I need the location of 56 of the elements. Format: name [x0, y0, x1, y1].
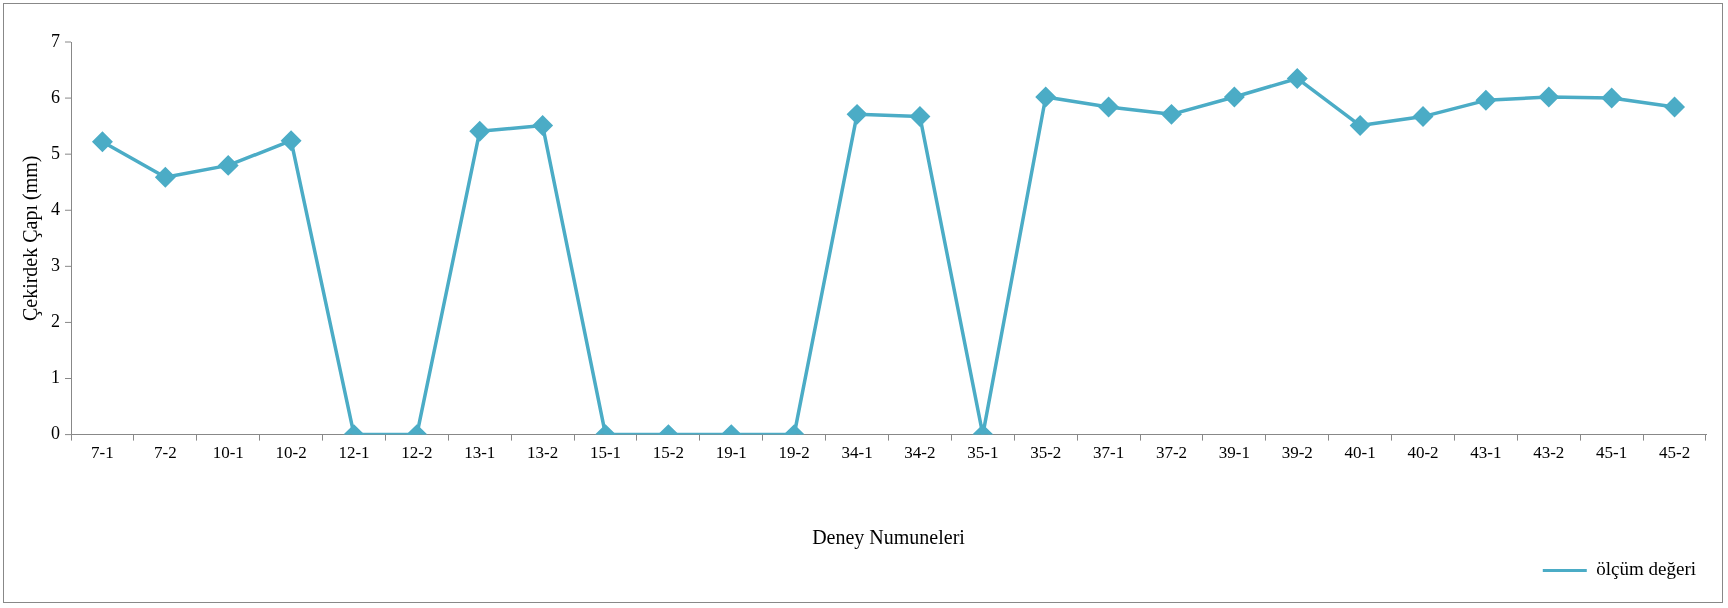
x-tick-label: 43-2	[1533, 443, 1565, 463]
x-tick-label: 40-1	[1344, 443, 1376, 463]
x-tick-label: 7-1	[91, 443, 114, 463]
x-tick-label: 40-2	[1407, 443, 1439, 463]
y-tick-label: 1	[51, 367, 60, 388]
point	[1476, 90, 1496, 111]
point	[1539, 87, 1559, 107]
x-tick-label: 39-1	[1218, 443, 1250, 463]
point	[1664, 97, 1685, 117]
y-tick-label: 7	[51, 30, 60, 51]
x-tick-label: 19-2	[778, 443, 810, 463]
point	[218, 155, 238, 176]
legend-label: ölçüm değeri	[1596, 558, 1697, 580]
point	[1413, 106, 1433, 127]
x-tick-label: 15-1	[589, 443, 622, 463]
x-tick-label: 37-2	[1155, 443, 1188, 463]
point	[910, 106, 930, 127]
point	[532, 115, 553, 136]
x-tick-label: 12-1	[338, 443, 370, 463]
x-tick-label: 13-1	[464, 443, 496, 463]
x-tick-label: 35-1	[967, 443, 999, 463]
x-tick-label: 43-1	[1470, 443, 1502, 463]
y-tick-label: 2	[51, 311, 60, 332]
point	[470, 121, 490, 141]
point	[281, 130, 301, 151]
point	[1224, 87, 1245, 107]
point	[1287, 68, 1307, 89]
x-tick-label: 39-2	[1281, 443, 1313, 463]
x-tick-label: 19-1	[715, 443, 747, 463]
x-tick-label: 15-2	[652, 443, 684, 463]
x-tick-label: 35-2	[1030, 443, 1062, 463]
x-tick-label: 45-2	[1658, 443, 1691, 463]
point	[1035, 87, 1056, 107]
point	[847, 104, 867, 125]
point	[92, 132, 113, 152]
point	[1601, 88, 1622, 108]
y-tick-label: 3	[51, 255, 60, 276]
x-tick-label: 7-2	[153, 443, 177, 463]
x-tick-label: 34-1	[841, 443, 873, 463]
point	[1350, 115, 1370, 136]
point	[1161, 104, 1182, 125]
y-tick-label: 0	[51, 423, 60, 444]
y-tick-label: 5	[51, 142, 60, 163]
x-tick-label: 10-1	[212, 443, 244, 463]
point	[1098, 97, 1119, 117]
x-axis-title: Deney Numuneleri	[812, 526, 966, 550]
y-tick-label: 4	[51, 198, 60, 219]
x-tick-label: 10-2	[275, 443, 307, 463]
x-tick-label: 45-1	[1596, 443, 1628, 463]
x-tick-label: 34-2	[904, 443, 936, 463]
x-tick-label: 12-2	[401, 443, 433, 463]
y-tick-label: 6	[51, 86, 60, 107]
x-tick-label: 37-1	[1093, 443, 1125, 463]
x-tick-label: 13-2	[527, 443, 559, 463]
point	[155, 167, 176, 187]
y-axis-title: Çekirdek Çapı (mm)	[19, 155, 43, 322]
